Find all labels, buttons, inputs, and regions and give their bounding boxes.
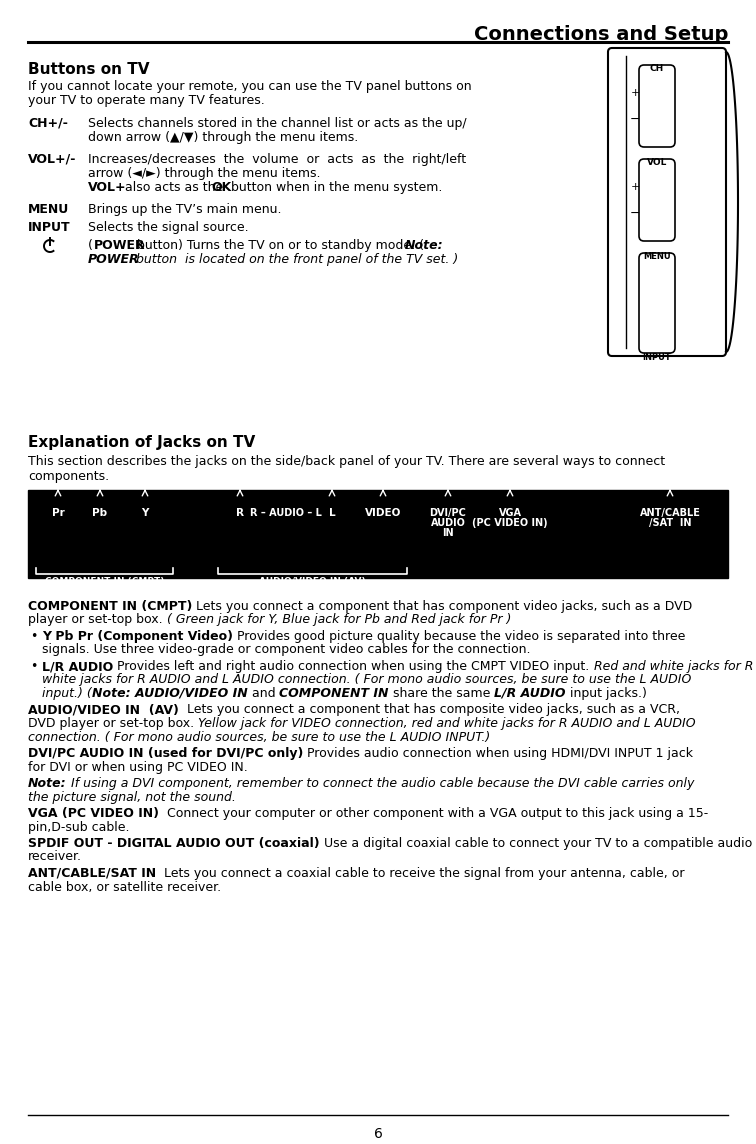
Text: POWER: POWER xyxy=(88,253,140,267)
Text: L: L xyxy=(329,508,336,518)
Text: (: ( xyxy=(88,239,93,252)
Text: Provides left and right audio connection when using the CMPT VIDEO input.: Provides left and right audio connection… xyxy=(113,660,593,673)
Text: This section describes the jacks on the side/back panel of your TV. There are se: This section describes the jacks on the … xyxy=(28,455,665,483)
Text: for DVI or when using PC VIDEO IN.: for DVI or when using PC VIDEO IN. xyxy=(28,761,248,773)
Text: the picture signal, not the sound.: the picture signal, not the sound. xyxy=(28,791,236,803)
Text: Use a digital coaxial cable to connect your TV to a compatible audio: Use a digital coaxial cable to connect y… xyxy=(320,837,752,850)
Text: ( Green jack for Y, Blue jack for Pb and Red jack for Pr ): ( Green jack for Y, Blue jack for Pb and… xyxy=(166,613,511,627)
Text: OK: OK xyxy=(211,181,231,194)
Text: white jacks for R AUDIO and L AUDIO connection. ( For mono audio sources, be sur: white jacks for R AUDIO and L AUDIO conn… xyxy=(42,674,692,686)
FancyBboxPatch shape xyxy=(608,48,726,356)
Text: ANT/CABLE: ANT/CABLE xyxy=(640,508,701,518)
Text: COMPONENT IN: COMPONENT IN xyxy=(279,688,389,700)
Text: L/R AUDIO: L/R AUDIO xyxy=(494,688,565,700)
Text: Connections and Setup: Connections and Setup xyxy=(473,25,728,43)
Text: Selects the signal source.: Selects the signal source. xyxy=(88,221,249,235)
Text: button when in the menu system.: button when in the menu system. xyxy=(227,181,442,194)
Text: AUDIO/VIDEO IN  (AV): AUDIO/VIDEO IN (AV) xyxy=(28,704,179,716)
Text: Brings up the TV’s main menu.: Brings up the TV’s main menu. xyxy=(88,202,281,216)
Text: INPUT: INPUT xyxy=(643,353,671,362)
Text: MENU: MENU xyxy=(643,252,671,261)
Text: button) Turns the TV on or to standby mode. (: button) Turns the TV on or to standby mo… xyxy=(133,239,424,252)
Text: Provides audio connection when using HDMI/DVI INPUT 1 jack: Provides audio connection when using HDM… xyxy=(303,747,693,760)
Text: Note: AUDIO/VIDEO IN: Note: AUDIO/VIDEO IN xyxy=(91,688,247,700)
FancyBboxPatch shape xyxy=(639,159,675,241)
Text: Pr: Pr xyxy=(51,508,64,518)
Text: VGA: VGA xyxy=(498,508,522,518)
Text: Explanation of Jacks on TV: Explanation of Jacks on TV xyxy=(28,435,256,450)
Text: DVI/PC AUDIO IN (used for DVI/PC only): DVI/PC AUDIO IN (used for DVI/PC only) xyxy=(28,747,303,760)
Text: MENU: MENU xyxy=(28,202,70,216)
Text: arrow (◄/►) through the menu items.: arrow (◄/►) through the menu items. xyxy=(88,167,321,180)
Text: •: • xyxy=(30,630,37,643)
FancyBboxPatch shape xyxy=(639,65,675,146)
Text: −: − xyxy=(630,112,640,126)
Text: POWER: POWER xyxy=(94,239,146,252)
Text: Y Pb Pr (Component Video): Y Pb Pr (Component Video) xyxy=(42,630,233,643)
Text: Note:: Note: xyxy=(28,777,67,791)
Text: Connect your computer or other component with a VGA output to this jack using a : Connect your computer or other component… xyxy=(159,807,708,820)
Text: ANT/CABLE/SAT IN: ANT/CABLE/SAT IN xyxy=(28,867,156,880)
Text: pin,D-sub cable.: pin,D-sub cable. xyxy=(28,820,129,834)
Text: AUDIO: AUDIO xyxy=(431,518,466,529)
Text: Pb: Pb xyxy=(92,508,107,518)
Text: also acts as the: also acts as the xyxy=(121,181,228,194)
Text: (PC VIDEO IN): (PC VIDEO IN) xyxy=(472,518,548,529)
Text: VIDEO: VIDEO xyxy=(365,508,401,518)
Text: L/R AUDIO: L/R AUDIO xyxy=(42,660,113,673)
FancyBboxPatch shape xyxy=(639,253,675,353)
Text: COMPONENT IN (CMPT): COMPONENT IN (CMPT) xyxy=(28,599,192,613)
Text: Provides good picture quality because the video is separated into three: Provides good picture quality because th… xyxy=(233,630,686,643)
Text: input.) (: input.) ( xyxy=(42,688,91,700)
Text: DVD player or set-top box.: DVD player or set-top box. xyxy=(28,717,198,730)
Text: and: and xyxy=(247,688,279,700)
Text: Lets you connect a component that has composite video jacks, such as a VCR,: Lets you connect a component that has co… xyxy=(179,704,680,716)
Text: 6: 6 xyxy=(373,1127,383,1141)
Text: /SAT  IN: /SAT IN xyxy=(649,518,691,529)
Text: connection. ( For mono audio sources, be sure to use the L AUDIO INPUT.): connection. ( For mono audio sources, be… xyxy=(28,731,490,744)
Text: R – AUDIO – L: R – AUDIO – L xyxy=(250,508,322,518)
Text: Yellow jack for VIDEO connection, red and white jacks for R AUDIO and L AUDIO: Yellow jack for VIDEO connection, red an… xyxy=(198,717,696,730)
Text: VOL+: VOL+ xyxy=(88,181,126,194)
Text: Increases/decreases  the  volume  or  acts  as  the  right/left: Increases/decreases the volume or acts a… xyxy=(88,153,466,166)
Text: input jacks.): input jacks.) xyxy=(565,688,646,700)
Text: SPDIF OUT - DIGITAL AUDIO OUT (coaxial): SPDIF OUT - DIGITAL AUDIO OUT (coaxial) xyxy=(28,837,320,850)
Text: VOL+/-: VOL+/- xyxy=(28,153,76,166)
Text: +: + xyxy=(631,182,640,192)
Text: R: R xyxy=(236,508,244,518)
Text: AUDIO/VIDEO IN (AV): AUDIO/VIDEO IN (AV) xyxy=(259,577,366,586)
Text: −: − xyxy=(630,206,640,220)
Text: CH+/-: CH+/- xyxy=(28,117,68,130)
Text: your TV to operate many TV features.: your TV to operate many TV features. xyxy=(28,94,265,108)
Text: VGA (PC VIDEO IN): VGA (PC VIDEO IN) xyxy=(28,807,159,820)
Text: Red and white jacks for R AUDIO and L AUDIO connection.: Red and white jacks for R AUDIO and L AU… xyxy=(593,660,756,673)
Text: receiver.: receiver. xyxy=(28,850,82,864)
Text: Lets you connect a coaxial cable to receive the signal from your antenna, cable,: Lets you connect a coaxial cable to rece… xyxy=(156,867,685,880)
Text: •: • xyxy=(30,660,37,673)
Text: Selects channels stored in the channel list or acts as the up/: Selects channels stored in the channel l… xyxy=(88,117,466,130)
Text: player or set-top box.: player or set-top box. xyxy=(28,613,166,627)
Text: INPUT: INPUT xyxy=(28,221,70,235)
Text: signals. Use three video-grade or component video cables for the connection.: signals. Use three video-grade or compon… xyxy=(42,643,531,657)
Text: down arrow (▲/▼) through the menu items.: down arrow (▲/▼) through the menu items. xyxy=(88,132,358,144)
Text: COMPONENT IN (CMPT): COMPONENT IN (CMPT) xyxy=(45,577,164,586)
Text: +: + xyxy=(631,88,640,98)
Text: cable box, or satellite receiver.: cable box, or satellite receiver. xyxy=(28,881,221,893)
Text: button  is located on the front panel of the TV set. ): button is located on the front panel of … xyxy=(132,253,458,267)
Text: DVI/PC: DVI/PC xyxy=(429,508,466,518)
Text: Lets you connect a component that has component video jacks, such as a DVD: Lets you connect a component that has co… xyxy=(192,599,692,613)
Text: share the same: share the same xyxy=(389,688,494,700)
Text: Buttons on TV: Buttons on TV xyxy=(28,62,150,77)
Text: If using a DVI component, remember to connect the audio cable because the DVI ca: If using a DVI component, remember to co… xyxy=(67,777,694,791)
Text: Note:: Note: xyxy=(405,239,444,252)
Text: CH: CH xyxy=(650,64,664,73)
Text: VOL: VOL xyxy=(647,158,668,167)
Text: Y: Y xyxy=(141,508,149,518)
Text: If you cannot locate your remote, you can use the TV panel buttons on: If you cannot locate your remote, you ca… xyxy=(28,80,472,93)
Text: IN: IN xyxy=(442,529,454,538)
Bar xyxy=(28,490,728,578)
